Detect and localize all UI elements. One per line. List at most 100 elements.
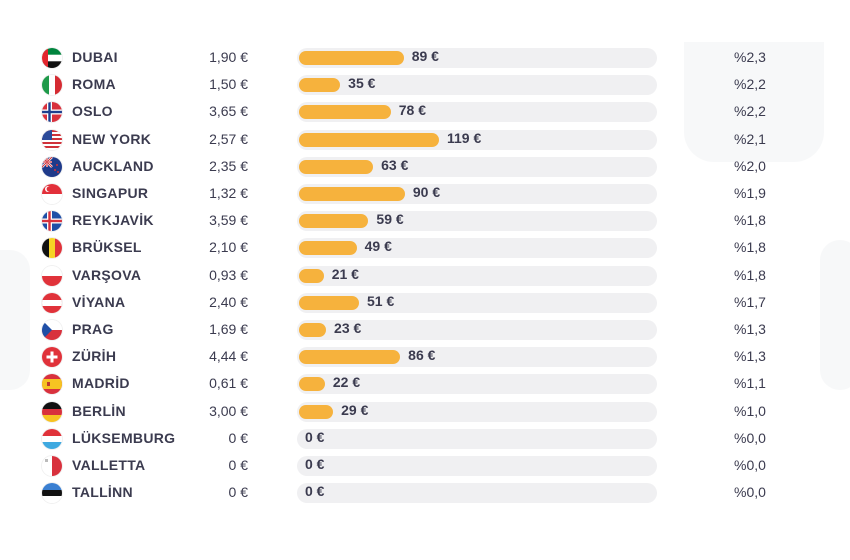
iceland-flag-icon: [42, 211, 62, 232]
price-label: 2,35 €: [209, 157, 248, 174]
table-row: ROMA 1,50 € 35 € %2,2: [0, 71, 850, 98]
bar-track: 49 €: [297, 238, 657, 259]
poland-flag-icon: [42, 265, 62, 286]
percent-label: %1,8: [734, 212, 766, 229]
bar-track: 51 €: [297, 292, 657, 313]
price-label: 3,00 €: [209, 402, 248, 419]
background-decoration: [0, 250, 30, 390]
bar-value-label: 0 €: [305, 428, 325, 445]
malta-flag-icon: [42, 456, 62, 476]
percent-label: %0,0: [734, 484, 766, 501]
price-label: 2,40 €: [209, 293, 248, 310]
new-zealand-flag-icon: [42, 156, 62, 177]
price-label: 1,69 €: [209, 321, 248, 337]
percent-label: %1,3: [734, 348, 766, 365]
price-label: 0 €: [228, 484, 248, 501]
bar-value-label: 35 €: [348, 75, 376, 92]
bar-track: 23 €: [297, 320, 657, 340]
percent-label: %2,0: [734, 157, 766, 174]
percent-label: %1,1: [734, 375, 766, 392]
bar: [299, 241, 357, 256]
bar-track: 59 €: [297, 211, 657, 232]
city-label: NEW YORK: [72, 130, 152, 147]
bar-value-label: 22 €: [332, 374, 361, 391]
belgium-flag-icon: [42, 238, 62, 259]
germany-flag-icon: [42, 401, 62, 422]
table-row: OSLO 3,65 € 78 € %2,2: [0, 98, 850, 125]
price-label: 1,90 €: [209, 49, 248, 65]
bar-value-label: 119 €: [447, 129, 482, 146]
bar-track: 86 €: [297, 347, 657, 368]
bar: [299, 323, 327, 337]
bar-value-label: 51 €: [367, 292, 395, 309]
table-row: REYKJAVİK 3,59 € 59 € %1,8: [0, 207, 850, 234]
percent-label: %2,1: [734, 130, 766, 147]
price-label: 1,50 €: [209, 76, 248, 93]
city-label: VİYANA: [72, 293, 126, 310]
price-label: 4,44 €: [209, 348, 248, 365]
bar-track: 21 €: [297, 265, 657, 286]
percent-label: %2,2: [734, 103, 766, 120]
percent-label: %0,0: [734, 457, 766, 473]
table-row: VARŞOVA 0,93 € 21 € %1,8: [0, 262, 850, 289]
bar-value-label: 86 €: [408, 347, 436, 364]
bar-value-label: 78 €: [398, 102, 426, 119]
bar: [299, 105, 391, 120]
bar-track: 90 €: [297, 184, 657, 204]
bar: [299, 377, 325, 392]
bar-value-label: 23 €: [334, 320, 362, 336]
price-label: 3,65 €: [209, 103, 248, 120]
city-label: AUCKLAND: [72, 157, 154, 174]
city-label: VARŞOVA: [72, 266, 142, 283]
table-row: PRAG 1,69 € 23 € %1,3: [0, 316, 850, 343]
percent-label: %1,8: [734, 266, 766, 283]
background-decoration: [820, 240, 850, 390]
table-row: LÜKSEMBURG 0 € 0 € %0,0: [0, 425, 850, 452]
bar-track: 0 €: [297, 428, 657, 449]
city-label: ROMA: [72, 76, 116, 93]
bar: [299, 132, 439, 147]
usa-flag-icon: [42, 129, 62, 150]
norway-flag-icon: [42, 102, 62, 123]
table-row: VİYANA 2,40 € 51 € %1,7: [0, 289, 850, 316]
city-label: BERLİN: [72, 402, 126, 419]
bar-value-label: 21 €: [331, 265, 359, 282]
bar-track: 119 €: [297, 129, 657, 150]
italy-flag-icon: [42, 75, 62, 96]
city-label: VALLETTA: [72, 457, 146, 473]
bar-track: 78 €: [297, 102, 657, 123]
bar-track: 0 €: [297, 456, 657, 476]
czech-flag-icon: [42, 320, 62, 340]
bar-value-label: 63 €: [381, 156, 409, 173]
table-row: MADRİD 0,61 € 22 € %1,1: [0, 370, 850, 397]
bar-value-label: 59 €: [376, 211, 404, 228]
percent-label: %1,0: [734, 402, 766, 419]
table-row: DUBAI 1,90 € 89 € %2,3: [0, 44, 850, 71]
city-label: PRAG: [72, 321, 114, 337]
bar: [299, 268, 324, 283]
bar: [299, 51, 404, 65]
table-row: NEW YORK 2,57 € 119 € %2,1: [0, 126, 850, 153]
city-label: LÜKSEMBURG: [72, 429, 176, 446]
bar-value-label: 29 €: [341, 401, 369, 418]
percent-label: %1,3: [734, 321, 766, 337]
table-row: SINGAPUR 1,32 € 90 € %1,9: [0, 180, 850, 207]
bar: [299, 159, 374, 174]
city-label: DUBAI: [72, 49, 118, 65]
bar: [299, 404, 334, 419]
percent-label: %1,9: [734, 185, 766, 201]
bar: [299, 350, 401, 365]
city-label: SINGAPUR: [72, 185, 149, 201]
city-label: REYKJAVİK: [72, 212, 154, 229]
bar-track: 0 €: [297, 483, 657, 504]
city-label: ZÜRİH: [72, 348, 117, 365]
bar: [299, 214, 369, 229]
percent-label: %1,7: [734, 293, 766, 310]
uae-flag-icon: [42, 48, 62, 68]
bar-value-label: 89 €: [411, 48, 439, 64]
table-row: ZÜRİH 4,44 € 86 € %1,3: [0, 343, 850, 370]
bar-value-label: 49 €: [364, 238, 392, 255]
bar: [299, 78, 341, 93]
spain-flag-icon: [42, 374, 62, 395]
bar: [299, 295, 359, 310]
